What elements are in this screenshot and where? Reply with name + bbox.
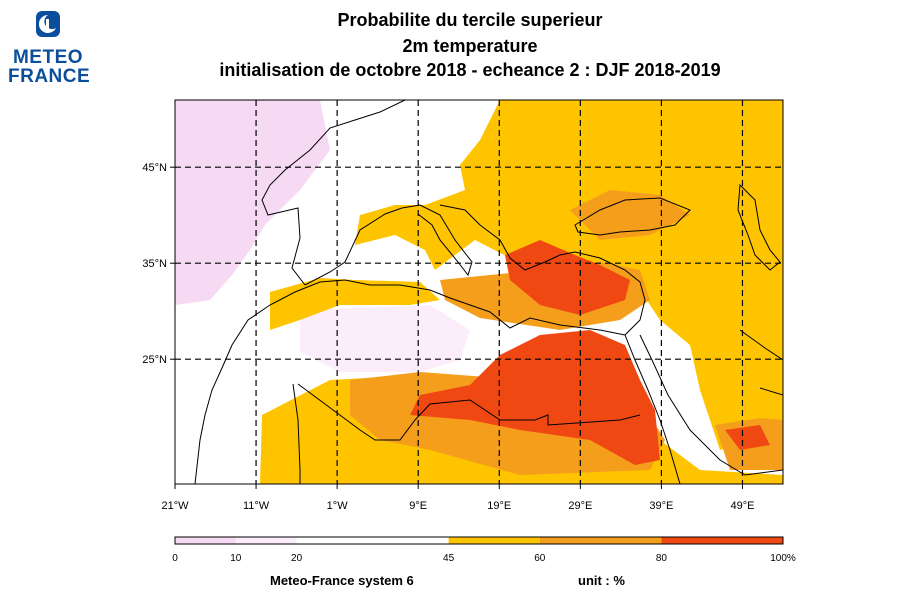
lon-tick-label: 49°E <box>730 500 754 512</box>
coastline-black-sea <box>574 197 691 236</box>
region-above-80-libya-egypt <box>410 330 660 465</box>
chart-subtitle: 2m temperature <box>402 36 538 56</box>
map-frame <box>174 99 784 485</box>
colorbar-bin <box>175 537 236 544</box>
logo-emblem-icon <box>36 11 60 37</box>
lat-tick-label: 35°N <box>142 258 167 270</box>
lon-tick-label: 29°E <box>568 500 592 512</box>
colorbar-bin <box>235 537 297 544</box>
region-45-60-north-africa-coast <box>270 278 440 330</box>
region-45-60-europe-east <box>355 100 783 450</box>
colorbar-tick-label: 80 <box>656 553 668 564</box>
border-sahara-mid <box>297 383 641 441</box>
colorbar-bin <box>296 537 449 544</box>
region-10-20-north-africa <box>300 305 470 372</box>
coastline-north-africa <box>194 279 626 484</box>
border-sahara-west <box>292 383 301 484</box>
logo-line2: FRANCE <box>8 66 91 87</box>
lat-tick-label: 25°N <box>142 354 167 366</box>
model-label: Meteo-France system 6 <box>270 573 414 588</box>
latitude-labels: 45°N 35°N 25°N <box>142 162 175 366</box>
coastline-iberia-med <box>304 207 403 286</box>
coastline-red-sea-east <box>639 334 783 476</box>
lon-tick-label: 39°E <box>649 500 673 512</box>
colorbar-bin <box>661 537 783 544</box>
region-below-10-northwest <box>175 100 330 305</box>
colorbar-tick-label: 10 <box>230 553 242 564</box>
chart-title: Probabilite du tercile superieur <box>337 10 603 30</box>
lon-tick-label: 21°W <box>161 500 189 512</box>
lon-tick-label: 9°E <box>409 500 427 512</box>
unit-label: unit : % <box>578 573 625 588</box>
region-above-80-arabia-south <box>725 425 770 450</box>
colorbar: 0 10 20 45 60 80 100% <box>172 536 796 564</box>
colorbar-tick-label: 20 <box>291 553 303 564</box>
graticule <box>175 100 783 484</box>
lon-tick-label: 1°W <box>327 500 349 512</box>
colorbar-tick-label: 45 <box>443 553 455 564</box>
colorbar-tick-label: 100% <box>770 553 796 564</box>
coastline-atlantic-europe <box>261 100 406 286</box>
colorbar-bin <box>539 537 662 544</box>
lon-tick-label: 11°W <box>243 500 270 512</box>
colorbar-frame <box>174 536 784 545</box>
colorbar-bin <box>448 537 540 544</box>
chart-caption: initialisation de octobre 2018 - echeanc… <box>219 60 721 80</box>
coastline-turkey-levant <box>574 251 646 336</box>
longitude-labels: 21°W 11°W 1°W 9°E 19°E 29°E 39°E 49°E <box>161 484 754 512</box>
lon-tick-label: 19°E <box>487 500 511 512</box>
lat-tick-label: 45°N <box>142 162 167 174</box>
colorbar-tick-label: 60 <box>534 553 546 564</box>
coastline-italy <box>401 204 473 277</box>
logo-line1: METEO <box>12 47 84 68</box>
coastline-gulf <box>739 329 783 396</box>
coastline-adriatic-balkans <box>439 204 576 271</box>
colorbar-tick-label: 0 <box>172 553 178 564</box>
region-above-80-aegean <box>505 240 630 315</box>
coastline-red-sea-west <box>624 334 681 484</box>
